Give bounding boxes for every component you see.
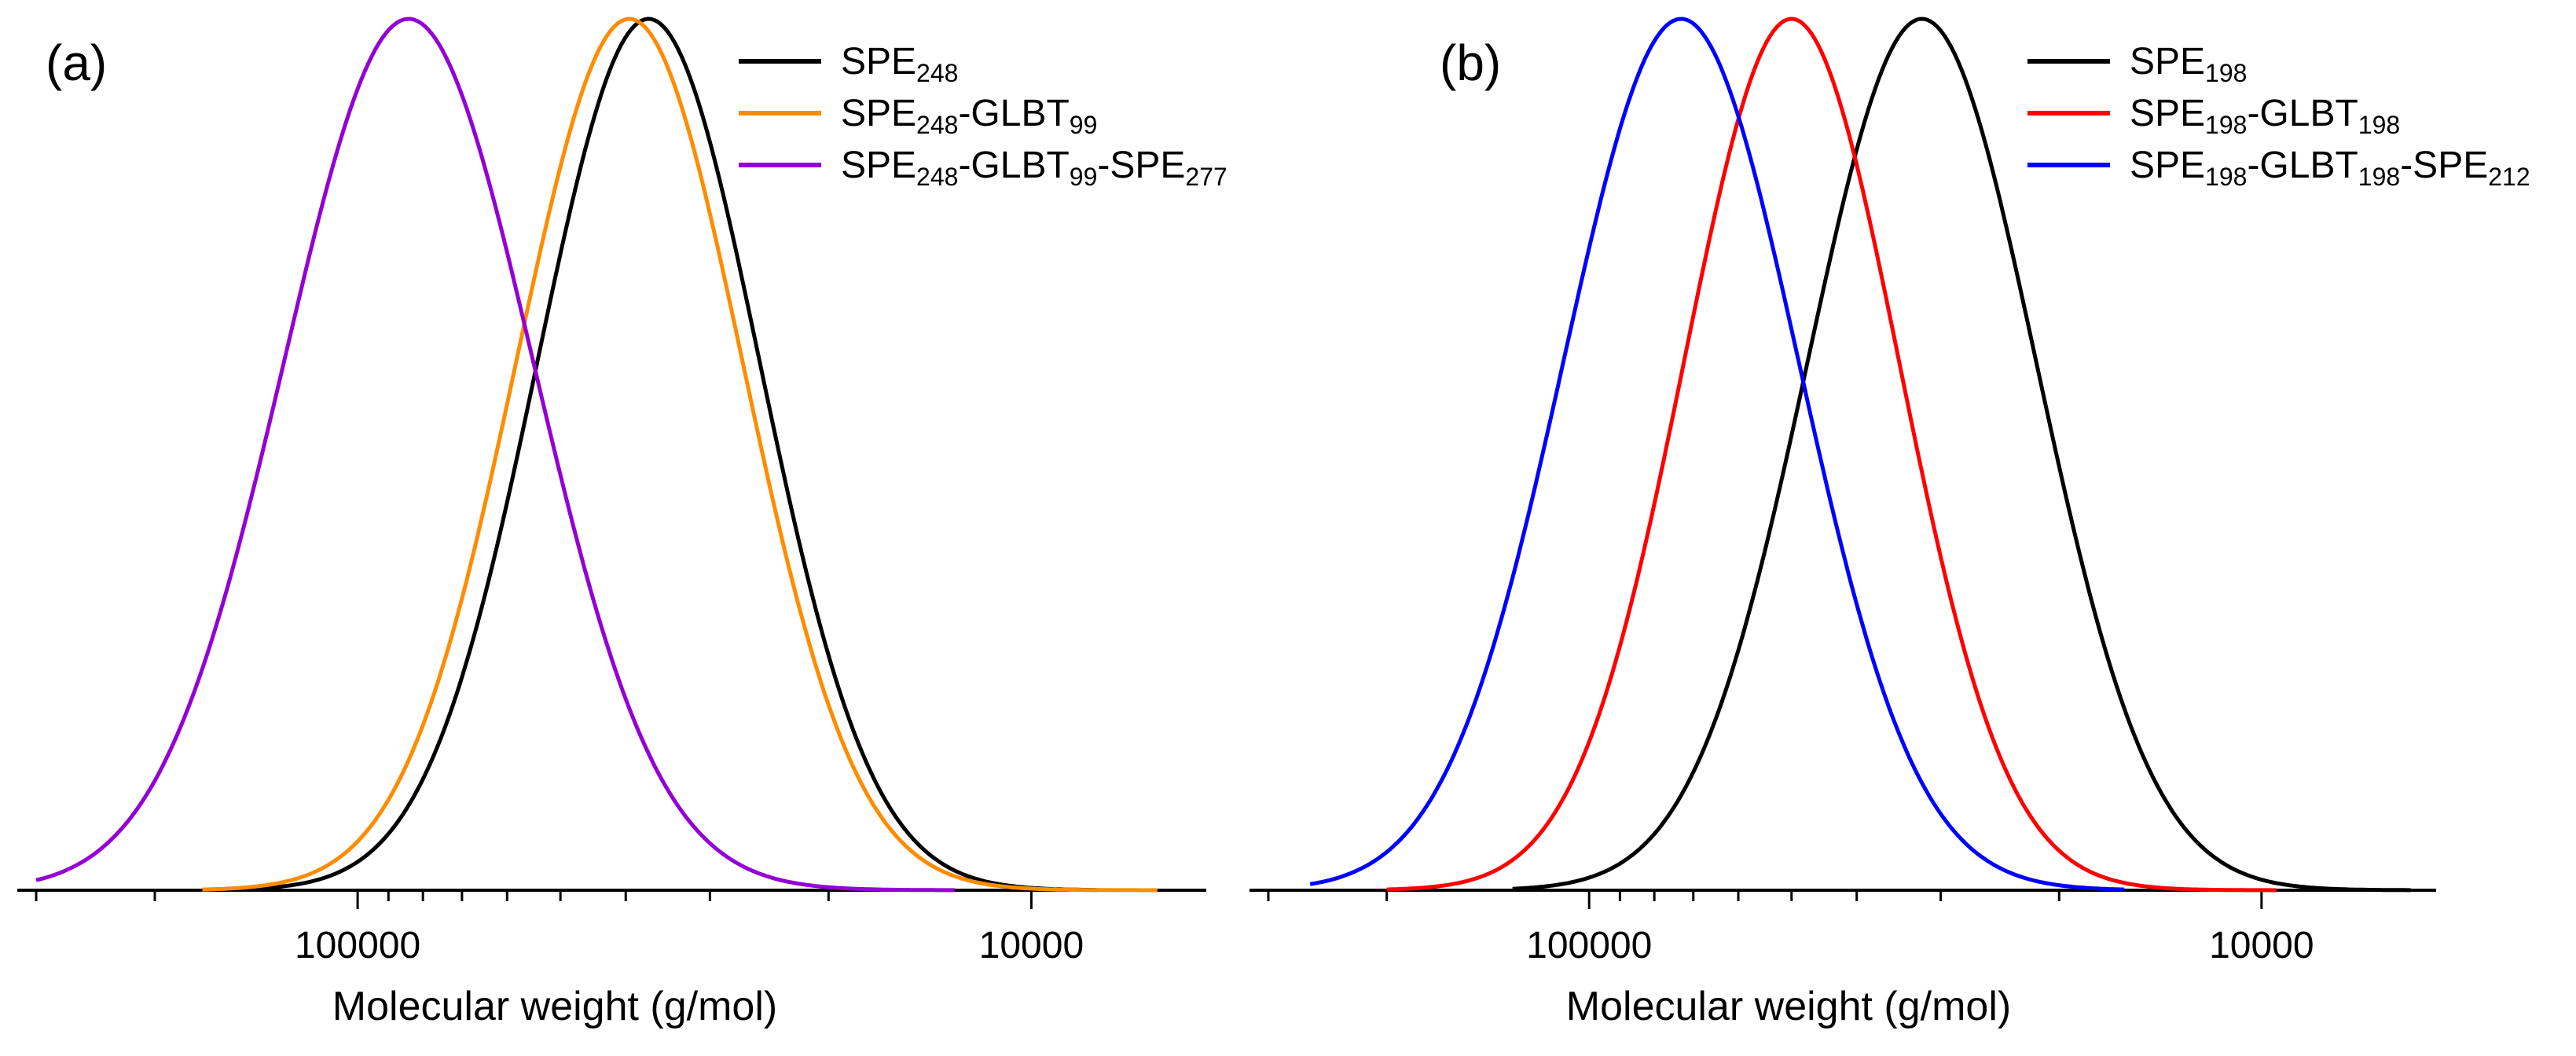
legend-label: SPE248	[841, 41, 958, 87]
x-axis-title: Molecular weight (g/mol)	[332, 984, 777, 1029]
panel-b: (b) 100000 10000 Molecular weight (g/mol)…	[1249, 16, 2530, 1029]
panel-a: (a) 100000 10000 Molecular weight (g/mol)…	[17, 16, 1227, 1029]
x-axis-ticks: 100000 10000	[35, 890, 1084, 966]
legend: SPE248 SPE248-GLBT99 SPE248-GLBT99-SPE277	[739, 41, 1227, 191]
legend-label: SPE198	[2130, 41, 2247, 87]
plot-area	[1309, 16, 2411, 893]
x-tick-label: 100000	[295, 925, 420, 966]
x-axis-ticks: 100000 10000	[1267, 890, 2314, 966]
series-line-spe248-glbt99-spe277	[35, 16, 955, 893]
x-tick-label: 10000	[2209, 925, 2314, 966]
legend: SPE198 SPE198-GLBT198 SPE198-GLBT198-SPE21…	[2027, 41, 2530, 191]
series-line-spe248-glbt99	[202, 16, 1158, 893]
legend-label: SPE198-GLBT198	[2130, 93, 2400, 139]
legend-label: SPE248-GLBT99-SPE277	[841, 145, 1227, 191]
panel-label: (b)	[1440, 35, 1501, 91]
plot-area	[35, 16, 1158, 893]
series-line-spe198	[1512, 16, 2411, 893]
series-line-spe198-glbt198	[1386, 16, 2277, 893]
series-line-spe248	[239, 16, 1097, 893]
legend-label: SPE248-GLBT99	[841, 93, 1097, 139]
panel-label: (a)	[46, 35, 107, 91]
x-tick-label: 10000	[979, 925, 1084, 966]
series-line-spe198-glbt198-spe212	[1309, 16, 2125, 892]
legend-label: SPE198-GLBT198-SPE212	[2130, 145, 2530, 191]
x-axis-title: Molecular weight (g/mol)	[1566, 984, 2011, 1029]
x-tick-label: 100000	[1526, 925, 1652, 966]
